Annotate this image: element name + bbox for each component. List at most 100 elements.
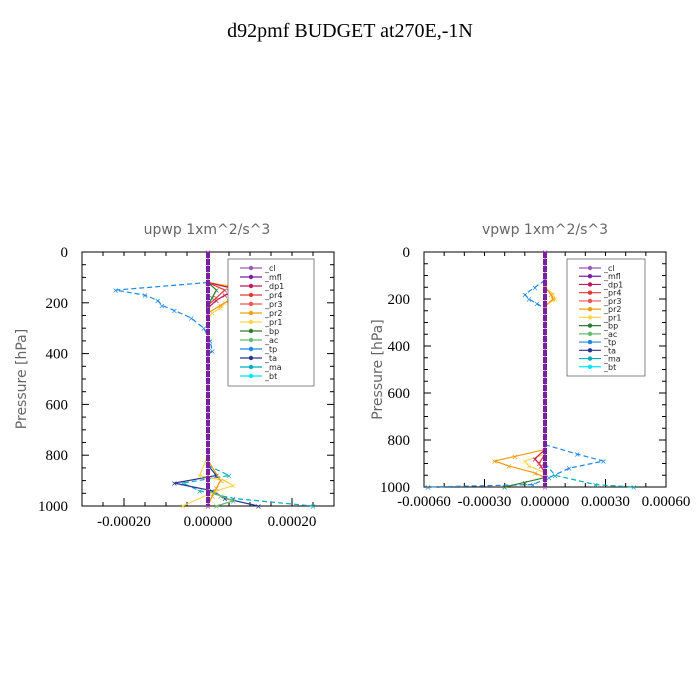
data-point: × [209,294,216,303]
data-point: × [600,457,607,466]
data-point: × [574,450,581,459]
series-line-pr2 [544,286,554,307]
data-point: × [230,482,237,491]
legend-label: _ma [603,355,621,364]
data-point: × [171,306,178,315]
series-line-ac [207,490,235,507]
data-point: × [205,502,212,511]
data-point: × [536,460,543,469]
series-line-ma [180,464,314,507]
legend-label: _bt [264,372,277,381]
panel-title: vpwp 1xm^2/s^3 [482,222,608,238]
legend-label: _pr3 [264,300,282,309]
x-tick-label: 0.00030 [581,494,630,510]
legend-marker [587,298,593,304]
legend-marker [587,348,593,353]
data-point: × [548,290,555,299]
data-point: × [550,295,557,304]
legend-marker [248,265,254,271]
data-point: × [213,487,220,496]
data-point: × [200,324,207,333]
legend-label: _tp [603,338,616,347]
legend-label: _ma [264,363,282,372]
legend-marker [248,301,254,307]
data-point: × [217,301,224,310]
data-point: × [213,286,220,295]
legend-label: _bt [603,363,616,372]
y-axis-label: Pressure [hPa] [370,319,386,419]
y-tick-label: 200 [388,292,411,308]
y-tick-label: 800 [388,433,411,449]
data-point: × [213,294,220,303]
legend-label: _ac [603,330,617,339]
data-point: × [552,295,559,304]
y-axis-label: Pressure [hPa] [14,329,30,429]
y-tick-label: 1000 [38,499,68,515]
legend-marker [248,319,254,325]
y-tick-label: 400 [388,339,411,355]
data-point: × [542,483,549,492]
data-point: × [511,452,518,461]
data-point: × [196,487,203,496]
legend-label: _ta [264,354,277,363]
data-point: × [221,286,228,295]
legend-marker [248,373,254,379]
data-point: × [546,474,553,483]
legend-marker [248,346,254,352]
x-tick-label: 0.00000 [184,514,233,530]
data-point: × [209,492,216,501]
legend-marker [587,315,593,320]
data-point: × [425,483,432,492]
y-tick-label: 800 [46,448,69,464]
series-line-pr1 [182,454,235,507]
data-point: × [491,457,498,466]
data-point: × [179,479,186,488]
main-title: d92pmf BUDGET at270E,-1N [227,20,473,42]
legend-label: _mfl [264,273,282,282]
legend-label: _pr1 [603,313,621,322]
series-line-ma [544,463,634,488]
series-line-pr2 [492,448,546,479]
data-point: × [230,497,237,506]
legend-marker [587,323,593,328]
legend-marker [248,337,254,343]
legend-label: _pr1 [264,318,282,327]
data-point: × [521,457,528,466]
legend-label: _bp [603,322,618,331]
data-point: × [532,283,539,292]
data-point: × [179,502,186,511]
legend-marker [587,356,593,361]
y-tick-label: 200 [46,296,69,312]
data-point: × [112,286,119,295]
legend-marker [587,290,593,295]
legend-marker [248,274,254,280]
legend-marker [587,274,593,279]
x-tick-label: 0.00000 [521,494,570,510]
legend-label: _bp [264,327,279,336]
x-tick-label: 0.00020 [268,514,317,530]
data-point: × [534,300,541,309]
y-tick-label: 400 [46,347,69,363]
data-point: × [526,462,533,471]
data-point: × [530,481,537,490]
data-point: × [154,296,161,305]
data-point: × [207,337,214,346]
legend-label: _pr4 [264,291,282,300]
data-point: × [209,347,216,356]
data-point: × [213,484,220,493]
data-point: × [521,290,528,299]
data-point: × [521,478,528,487]
legend-label: _tp [264,345,277,354]
data-point: × [221,494,228,503]
data-point: × [209,309,216,318]
legend-marker [248,310,254,316]
data-point: × [230,494,237,503]
series-line-tp [523,279,546,309]
data-point: × [209,487,216,496]
y-tick-label: 600 [46,397,69,413]
legend-marker [587,306,593,312]
legend-label: _ac [264,336,278,345]
x-tick-label: -0.00020 [97,514,151,530]
data-point: × [142,291,149,300]
